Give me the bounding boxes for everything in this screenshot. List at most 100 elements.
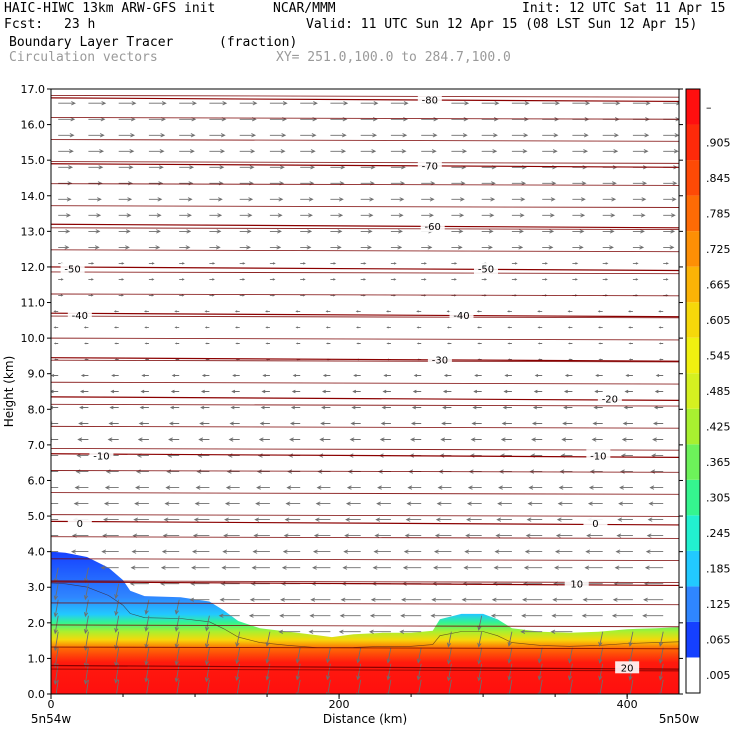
- wind-vector: [300, 133, 317, 138]
- y-tick-label: 10.0: [21, 332, 46, 345]
- wind-vector: [88, 101, 107, 106]
- wind-vector: [503, 389, 512, 394]
- wind-vector: [300, 165, 316, 170]
- wind-vector: [534, 373, 543, 378]
- wind-vector: [286, 485, 301, 490]
- colorbar-label: .845: [706, 172, 731, 185]
- wind-vector: [572, 262, 579, 265]
- wind-vector: [532, 405, 543, 410]
- colorbar-label: .785: [706, 207, 731, 220]
- wind-vector: [269, 245, 282, 250]
- wind-vector: [412, 389, 422, 394]
- wind-vector: [561, 437, 573, 442]
- wind-vector: [572, 245, 584, 250]
- colorbar-label: .725: [706, 243, 731, 256]
- wind-vector: [83, 615, 89, 635]
- wind-vector: [103, 517, 119, 522]
- wind-vector: [597, 326, 603, 329]
- isotherm-labeled: [51, 97, 679, 103]
- wind-vector: [148, 181, 164, 186]
- wind-vector: [284, 517, 301, 522]
- wind-vector: [526, 517, 543, 522]
- wind-vector: [617, 517, 633, 522]
- wind-vector: [209, 262, 216, 265]
- wind-vector: [376, 501, 391, 506]
- wind-vector: [255, 501, 270, 506]
- wind-vector: [225, 485, 240, 490]
- wind-vector: [114, 599, 120, 617]
- wind-vector: [219, 597, 240, 602]
- wind-vector: [369, 613, 391, 618]
- wind-vector: [477, 679, 483, 694]
- wind-vector: [602, 149, 619, 154]
- isotherm-label-bg: [597, 392, 622, 405]
- wind-vector: [385, 310, 391, 313]
- wind-vector: [148, 262, 155, 265]
- wind-vector: [269, 165, 285, 170]
- wind-vector: [645, 549, 664, 554]
- wind-vector: [558, 485, 573, 490]
- colorbar-label: .125: [706, 598, 731, 611]
- wind-vector: [342, 565, 361, 570]
- wind-vector: [511, 213, 525, 218]
- wind-vector: [169, 405, 180, 410]
- wind-vector: [101, 549, 119, 554]
- wind-vector: [632, 181, 648, 186]
- wind-vector: [615, 549, 633, 554]
- wind-vector: [79, 389, 89, 394]
- y-tick-label: 17.0: [21, 83, 46, 96]
- wind-vector: [251, 565, 270, 570]
- wind-vector: [73, 501, 89, 506]
- wind-vector: [193, 517, 210, 522]
- wind-vector: [85, 679, 89, 694]
- wind-vector: [300, 278, 306, 281]
- wind-vector: [235, 647, 241, 665]
- wind-vector: [209, 133, 226, 138]
- isotherm-label-bg: [564, 577, 589, 590]
- wind-vector: [316, 485, 331, 490]
- colorbar-frame: [685, 88, 701, 694]
- isotherm-line: [51, 161, 679, 164]
- wind-vector: [260, 405, 270, 410]
- wind-vector: [437, 485, 452, 490]
- wind-vector: [200, 389, 210, 394]
- wind-vector: [537, 326, 543, 329]
- wind-vector: [239, 149, 256, 154]
- wind-vector: [148, 213, 162, 218]
- colorbar-label: .905: [706, 136, 731, 149]
- wind-vector: [345, 501, 361, 506]
- colorbar-swatch: [686, 621, 700, 658]
- wind-vector: [352, 389, 361, 394]
- wind-vector: [628, 631, 634, 647]
- wind-vector: [390, 245, 403, 250]
- isotherm-line: [51, 558, 679, 561]
- colorbar-label: .365: [706, 456, 731, 469]
- colorbar-swatch: [686, 266, 700, 303]
- wind-vector: [88, 229, 101, 234]
- colorbar-swatch: [686, 586, 700, 622]
- isotherm-line: [51, 536, 679, 539]
- wind-vector: [330, 165, 346, 170]
- wind-vector: [628, 326, 633, 329]
- wind-vector: [235, 679, 241, 694]
- isotherm-label: 20: [621, 663, 634, 674]
- wind-vector: [51, 535, 59, 537]
- wind-vector: [269, 262, 276, 265]
- wind-vector: [300, 229, 313, 234]
- wind-vector: [416, 326, 422, 329]
- wind-vector: [168, 421, 180, 426]
- colorbar-swatch: [686, 515, 700, 551]
- wind-vector: [552, 597, 573, 602]
- wind-vector: [330, 101, 349, 106]
- wind-vector: [58, 165, 74, 170]
- colorbar-swatch: [686, 550, 700, 587]
- field-units: (fraction): [219, 35, 298, 50]
- wind-vector: [470, 437, 482, 442]
- wind-vector: [114, 663, 120, 684]
- wind-vector: [644, 565, 664, 570]
- colorbar-label: .305: [706, 492, 731, 505]
- colorbar-swatch: [686, 124, 700, 161]
- wind-vector: [295, 647, 301, 664]
- wind-vector: [176, 679, 180, 694]
- wind-vector: [476, 310, 482, 313]
